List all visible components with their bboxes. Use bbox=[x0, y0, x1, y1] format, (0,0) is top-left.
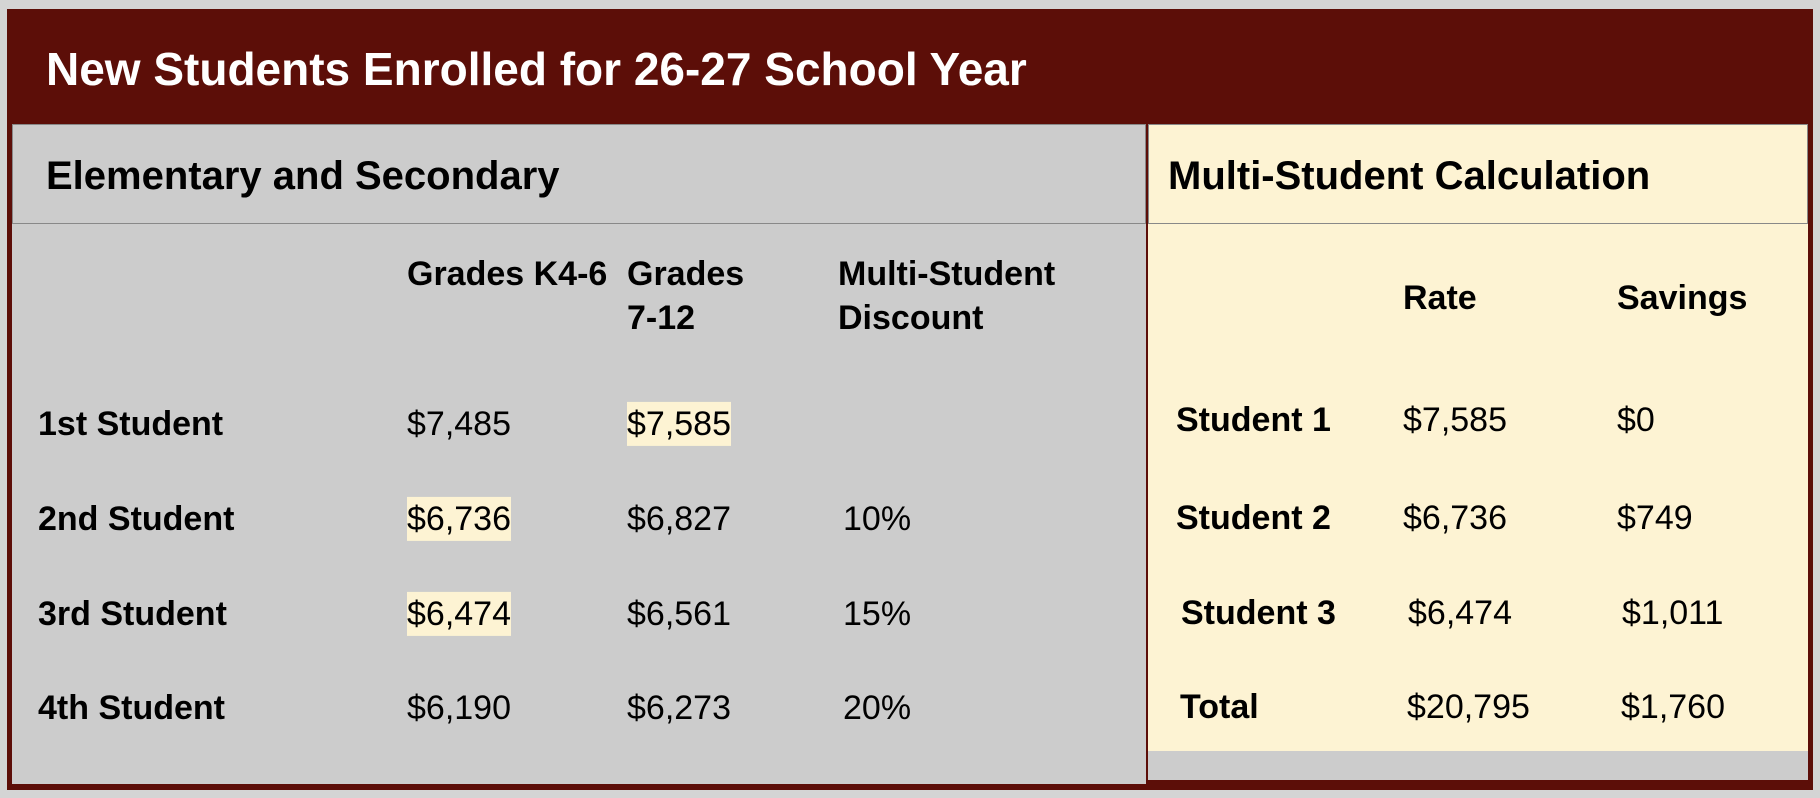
left-header bbox=[12, 124, 1146, 224]
cell: 20% bbox=[843, 688, 912, 727]
cell: $1,011 bbox=[1622, 593, 1724, 632]
column-header: Multi-Student Discount bbox=[838, 255, 1056, 338]
cell: $7,585 bbox=[1403, 400, 1507, 439]
row-label: Student 3 bbox=[1181, 593, 1336, 632]
cell: $6,474 bbox=[407, 591, 511, 637]
cell: $1,760 bbox=[1621, 687, 1725, 726]
cell: $749 bbox=[1617, 498, 1693, 537]
right-heading: Multi-Student Calculation bbox=[1168, 154, 1651, 198]
cell: $6,561 bbox=[627, 594, 731, 633]
cell: $6,190 bbox=[407, 688, 511, 727]
column-header: Grades K4-6 bbox=[407, 255, 608, 293]
cell: 10% bbox=[843, 499, 912, 538]
cell: $6,827 bbox=[627, 499, 731, 538]
cell: $7,485 bbox=[407, 404, 511, 443]
cell: 15% bbox=[843, 594, 912, 633]
cell: $7,585 bbox=[627, 401, 731, 447]
title: New Students Enrolled for 26-27 School Y… bbox=[46, 43, 1027, 96]
column-header: Rate bbox=[1403, 278, 1477, 317]
row-label: 1st Student bbox=[38, 404, 224, 443]
right-header bbox=[1148, 124, 1808, 224]
cell: $20,795 bbox=[1407, 687, 1530, 726]
cell: $0 bbox=[1617, 400, 1655, 439]
column-header: Grades 7-12 bbox=[627, 255, 745, 338]
row-label: 3rd Student bbox=[38, 594, 227, 633]
cell: $6,273 bbox=[627, 688, 731, 727]
row-label: 4th Student bbox=[38, 688, 225, 727]
cell: $6,736 bbox=[1403, 498, 1507, 537]
right-panel bbox=[1148, 124, 1808, 751]
left-heading: Elementary and Secondary bbox=[46, 154, 560, 198]
row-label: Student 1 bbox=[1176, 400, 1331, 439]
row-label: Student 2 bbox=[1176, 498, 1331, 537]
cell: $6,736 bbox=[407, 496, 511, 542]
cell: $6,474 bbox=[1408, 593, 1512, 632]
column-header: Savings bbox=[1617, 278, 1748, 317]
row-label: 2nd Student bbox=[38, 499, 235, 538]
row-label: Total bbox=[1180, 687, 1259, 726]
left-panel bbox=[12, 124, 1146, 784]
